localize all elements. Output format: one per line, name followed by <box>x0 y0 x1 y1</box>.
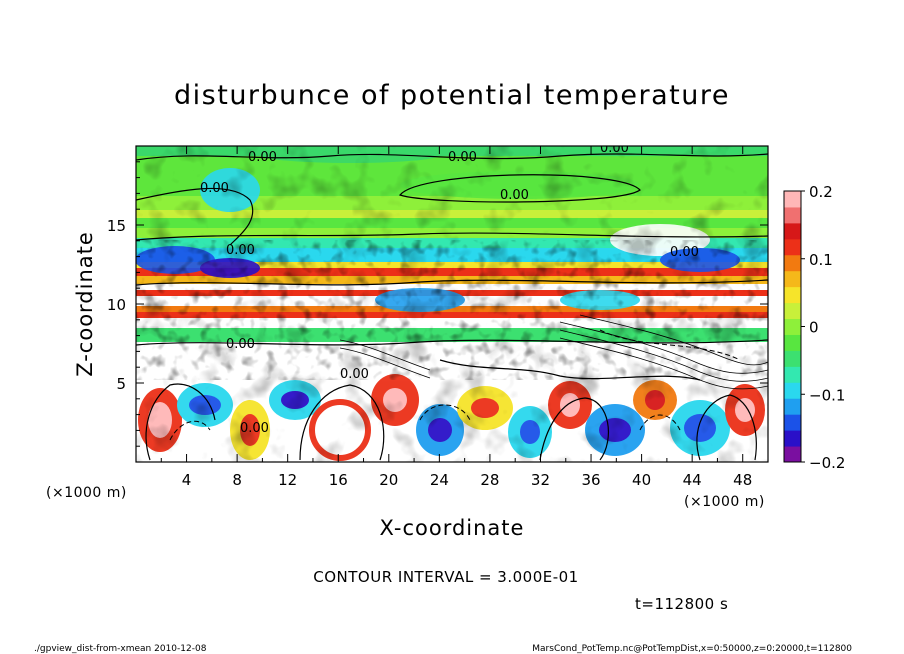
colorbar-swatch <box>784 270 801 288</box>
colorbar-ticks: 0.2 0.1 0 −0.1 −0.2 <box>801 183 845 472</box>
colorbar-tick-label: −0.1 <box>809 386 845 404</box>
contour-label: 0.00 <box>240 421 269 436</box>
x-tick-label: 48 <box>733 471 752 489</box>
x-tick-label: 12 <box>278 471 297 489</box>
colorbar-swatch <box>784 191 801 208</box>
contour-label: 0.00 <box>200 181 229 196</box>
contour-label: 0.00 <box>600 141 629 156</box>
y-tick-label: 10 <box>107 296 126 314</box>
x-axis-unit-left: (×1000 m) <box>46 485 127 501</box>
colorbar-tick-label: 0.2 <box>809 183 833 201</box>
time-label: t=112800 s <box>635 595 728 613</box>
colorbar-swatch <box>784 238 801 256</box>
x-tick-label: 32 <box>531 471 550 489</box>
y-tick-label: 15 <box>107 217 126 235</box>
contour-label: 0.00 <box>500 188 529 203</box>
colorbar-swatch <box>784 334 801 351</box>
x-tick-label: 36 <box>581 471 600 489</box>
contour-label: 0.00 <box>670 245 699 260</box>
y-tick-label: 5 <box>116 375 126 393</box>
plot-area: 0.00 0.00 0.00 0.00 0.00 0.00 0.00 0.00 … <box>136 141 768 462</box>
y-axis-ticks: 5 10 15 <box>107 161 768 447</box>
colorbar-swatch <box>784 206 801 224</box>
x-tick-label: 16 <box>329 471 348 489</box>
x-tick-label: 4 <box>182 471 192 489</box>
x-tick-label: 44 <box>683 471 702 489</box>
colorbar <box>784 191 801 463</box>
colorbar-swatch <box>784 446 801 463</box>
footer-left: ./gpview_dist-from-xmean 2010-12-08 <box>34 644 207 654</box>
colorbar-swatch <box>784 222 801 240</box>
x-tick-label: 40 <box>632 471 651 489</box>
colorbar-swatch <box>784 398 801 415</box>
x-tick-label: 20 <box>379 471 398 489</box>
contour-label: 0.00 <box>448 150 477 165</box>
x-tick-label: 8 <box>232 471 242 489</box>
colorbar-swatch <box>784 382 801 399</box>
contour-label: 0.00 <box>340 367 369 382</box>
colorbar-swatch <box>784 430 801 447</box>
contour-label: 0.00 <box>248 150 277 165</box>
colorbar-swatch <box>784 302 801 320</box>
y-axis-label: Z-coordinate <box>73 231 97 377</box>
colorbar-swatch <box>784 286 801 304</box>
contour-labels: 0.00 0.00 0.00 0.00 0.00 0.00 0.00 0.00 … <box>200 141 699 436</box>
x-axis-ticks: 4 8 12 16 20 24 28 32 36 40 44 48 <box>160 146 752 489</box>
x-tick-label: 28 <box>480 471 499 489</box>
x-tick-label: 24 <box>430 471 449 489</box>
chart-title: disturbunce of potential temperature <box>174 80 730 111</box>
contour-label: 0.00 <box>226 337 255 352</box>
footer-right: MarsCond_PotTemp.nc@PotTempDist,x=0:5000… <box>532 644 852 654</box>
x-axis-unit-right: (×1000 m) <box>684 494 765 510</box>
colorbar-tick-label: −0.2 <box>809 454 845 472</box>
colorbar-tick-label: 0.1 <box>809 251 833 269</box>
colorbar-swatch <box>784 350 801 367</box>
colorbar-swatch <box>784 414 801 431</box>
colorbar-swatch <box>784 254 801 272</box>
colorbar-tick-label: 0 <box>809 319 819 337</box>
x-axis-label: X-coordinate <box>380 516 525 540</box>
colorbar-swatch <box>784 318 801 335</box>
contour-label: 0.00 <box>226 243 255 258</box>
contour-interval: CONTOUR INTERVAL = 3.000E-01 <box>313 568 578 586</box>
colorbar-swatch <box>784 366 801 383</box>
